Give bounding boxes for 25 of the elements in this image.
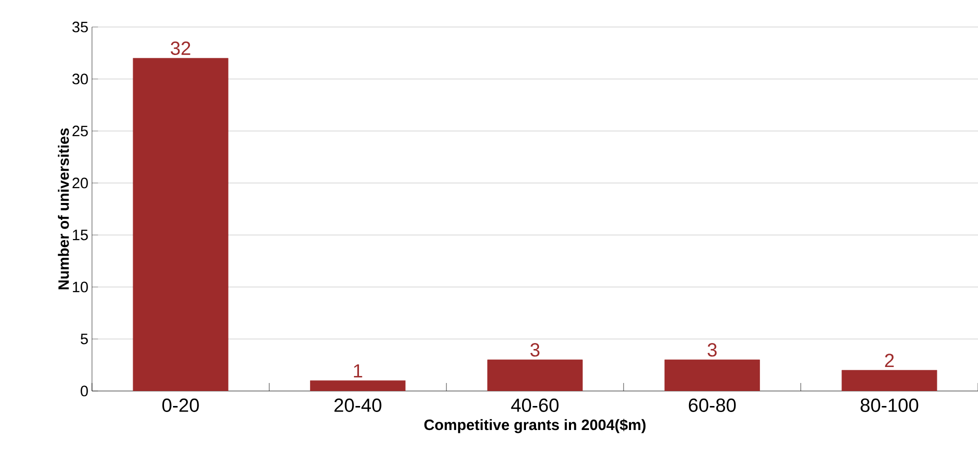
y-tick-label: 30 [72, 74, 88, 84]
y-tick-label: 15 [72, 230, 88, 240]
x-tick-label: 0-20 [162, 398, 199, 412]
bar [310, 380, 406, 391]
data-label: 32 [170, 42, 190, 55]
y-tick-label: 20 [72, 178, 88, 188]
bar [132, 58, 228, 391]
data-label: 3 [530, 343, 540, 357]
data-label: 3 [708, 343, 717, 357]
x-tick-label: 60-80 [688, 398, 736, 412]
bar [487, 360, 583, 391]
x-axis-title: Competitive grants in 2004($m) [424, 418, 646, 434]
y-tick-label: 5 [80, 334, 88, 344]
bar [842, 370, 938, 391]
x-tick-label: 80-100 [860, 398, 918, 412]
bar [664, 360, 760, 391]
y-tick-label: 25 [72, 126, 88, 136]
data-label: 2 [885, 354, 894, 367]
y-tick-label: 0 [80, 386, 88, 396]
y-tick-label: 35 [72, 22, 88, 32]
x-tick-label: 40-60 [511, 398, 559, 412]
data-label: 1 [354, 364, 362, 378]
y-axis-title: Number of universities [58, 128, 69, 290]
y-tick-label: 10 [72, 282, 88, 292]
x-tick-label: 20-40 [334, 398, 382, 412]
